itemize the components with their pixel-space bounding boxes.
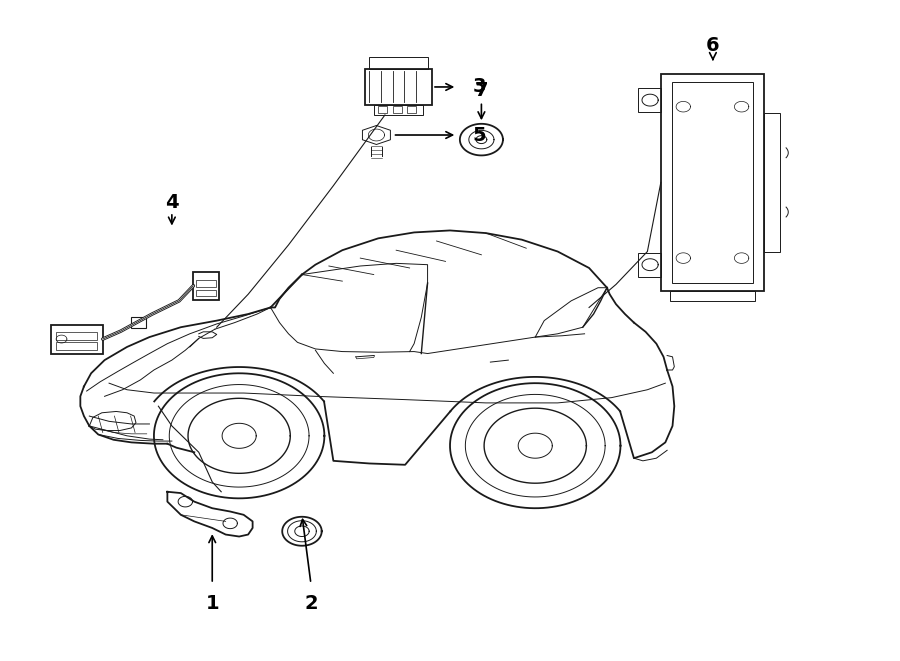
Bar xyxy=(56,342,97,350)
Bar xyxy=(407,106,416,113)
Bar xyxy=(638,89,661,112)
Bar xyxy=(131,317,146,328)
Bar xyxy=(196,280,216,287)
Text: 7: 7 xyxy=(474,81,488,100)
Bar xyxy=(670,291,755,301)
Bar xyxy=(661,74,764,291)
Bar xyxy=(392,106,401,113)
Bar xyxy=(378,106,387,113)
Bar xyxy=(364,69,432,105)
Text: 6: 6 xyxy=(706,36,720,55)
Bar xyxy=(638,253,661,276)
Text: 5: 5 xyxy=(472,126,486,145)
Text: 2: 2 xyxy=(304,594,318,613)
Text: 3: 3 xyxy=(472,77,486,97)
Bar xyxy=(374,105,423,115)
Bar xyxy=(194,272,219,299)
Bar xyxy=(50,325,103,354)
Bar xyxy=(671,82,753,283)
Bar xyxy=(764,113,780,252)
Bar xyxy=(196,290,216,296)
Bar xyxy=(56,332,97,340)
Bar xyxy=(369,57,428,69)
Text: 4: 4 xyxy=(165,192,179,212)
Text: 1: 1 xyxy=(205,594,219,613)
